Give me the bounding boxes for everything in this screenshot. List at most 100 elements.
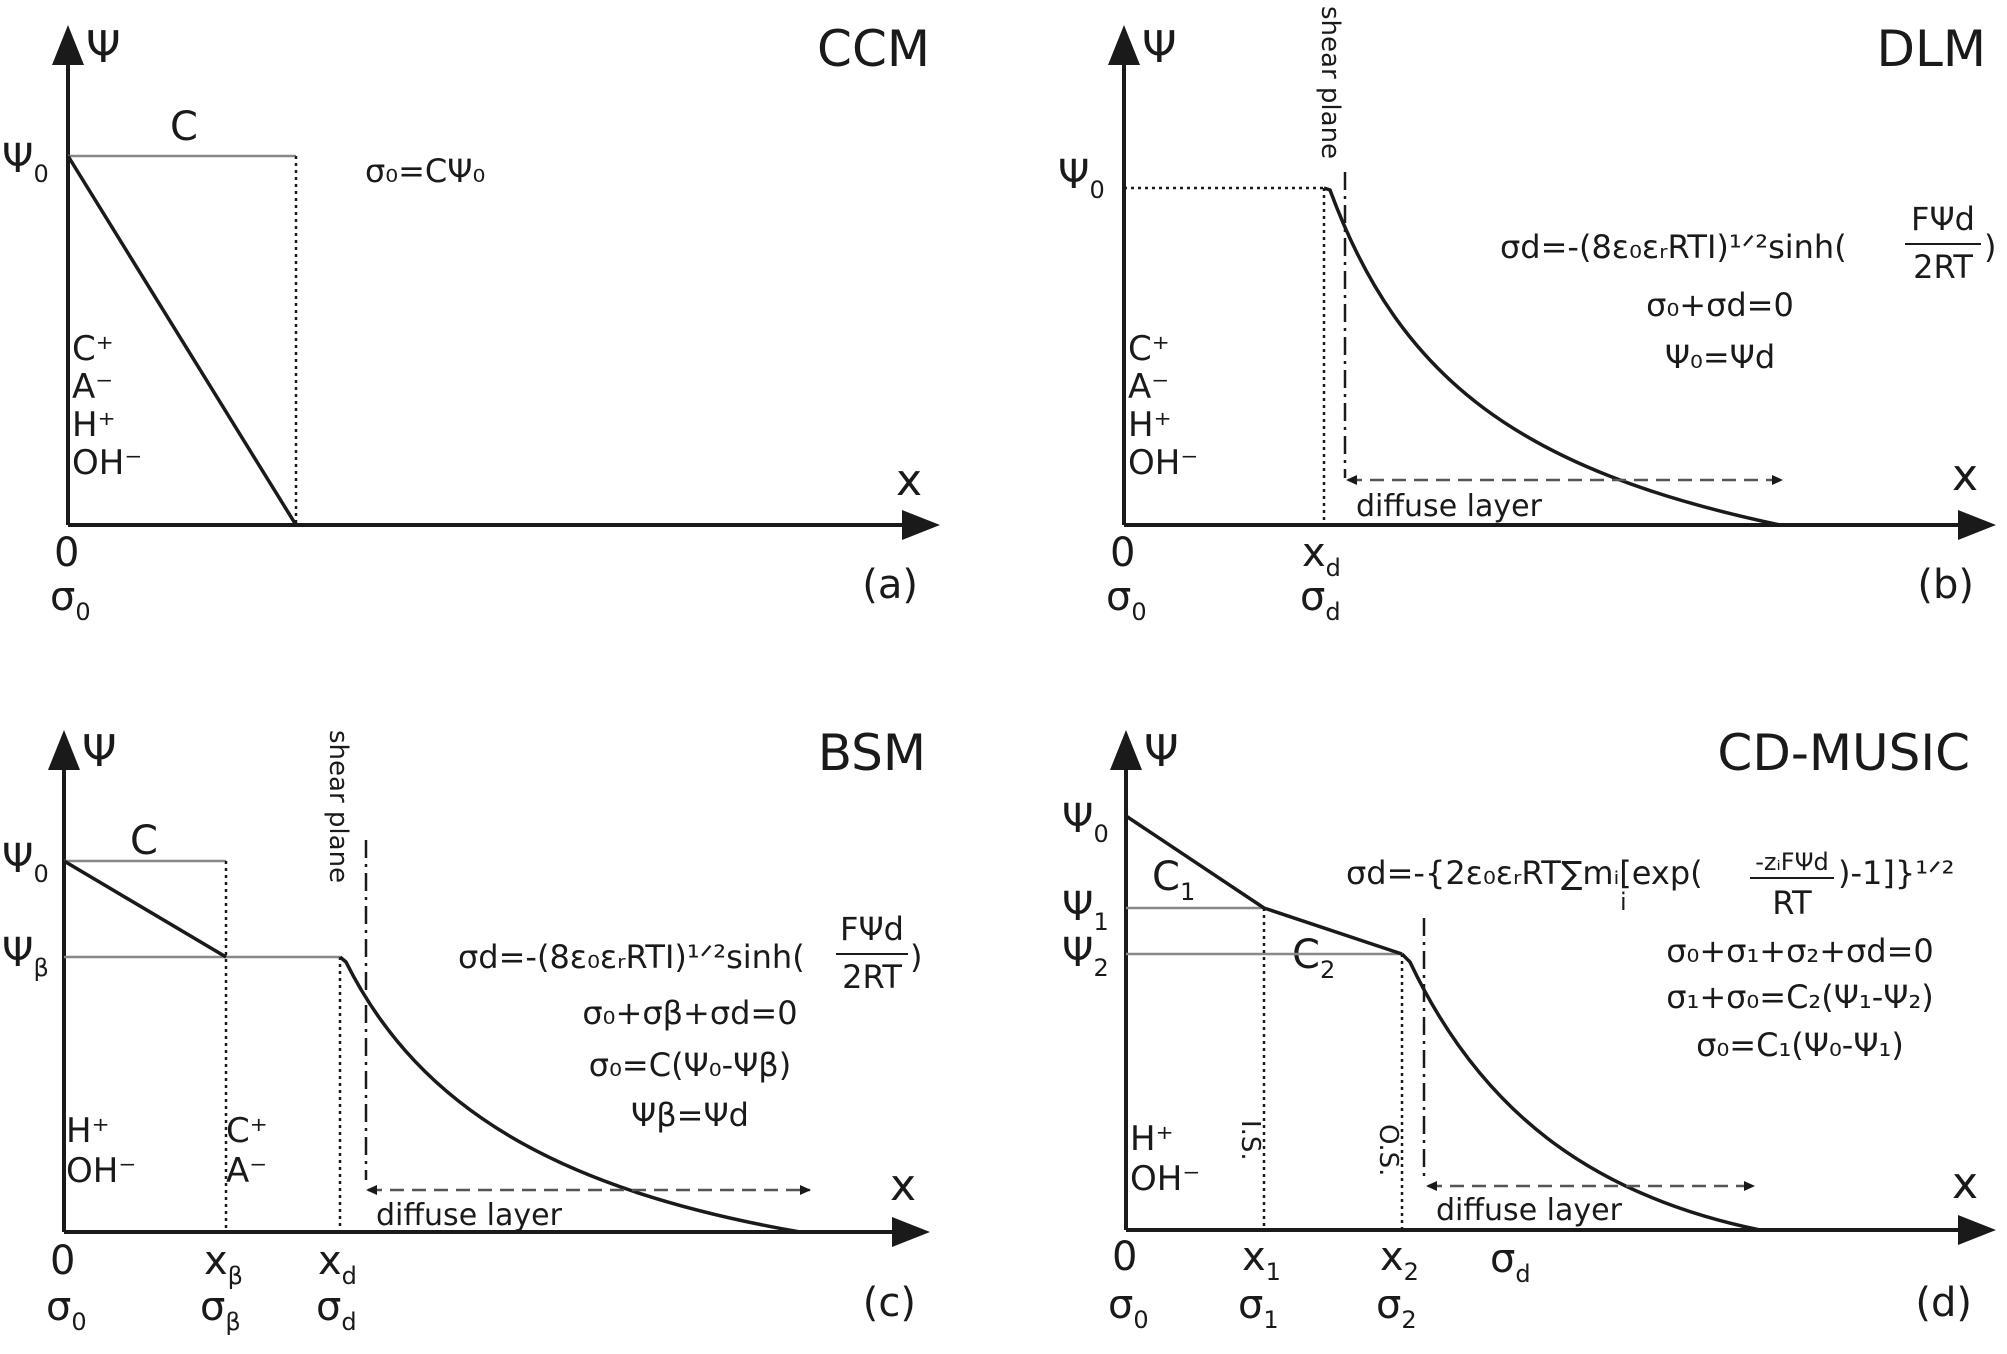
ion-list-inner: H⁺ OH⁻ <box>66 1111 136 1191</box>
equation-1-close: )-1]}¹ᐟ² <box>1838 854 1954 892</box>
sigma0-label: σ0 <box>50 574 91 626</box>
potential-profile-diffuse <box>1400 952 1761 1232</box>
sigma0-label: σ0 <box>1108 1282 1149 1334</box>
equation-1-denominator: 2RT <box>1913 248 1973 286</box>
panel-tag: (b) <box>1917 562 1974 608</box>
psi0-label: Ψ0 <box>2 136 49 188</box>
equation-3: σ₁+σ₀=C₂(Ψ₁-Ψ₂) <box>1666 978 1934 1016</box>
sigma0-label: σ0 <box>46 1284 87 1336</box>
potential-profile-inner <box>1125 814 1403 956</box>
equation-1-denominator: 2RT <box>842 958 902 996</box>
equation-2: σ₀+σβ+σd=0 <box>582 994 797 1032</box>
equation-1-numerator: FΨd <box>840 910 904 948</box>
sigma-d-label: σd <box>1490 1236 1531 1288</box>
ion-label: C⁺ <box>226 1111 268 1151</box>
potential-profile <box>66 155 298 526</box>
equation-2: σ₀+σ₁+σ₂+σd=0 <box>1666 932 1934 970</box>
panel-ccm: Ψ x CCM Ψ0 C σ₀=CΨ₀ C⁺ A⁻ H⁺ OH⁻ 0 σ0 (a… <box>2 20 940 626</box>
psi-axis-label: Ψ <box>1142 22 1177 73</box>
origin-label: 0 <box>1110 530 1135 576</box>
x-axis: x <box>68 455 940 540</box>
equation-1-lhs: σd=-(8ε₀εᵣRTI)¹ᐟ²sinh( <box>1500 228 1847 266</box>
psi-axis: Ψ <box>48 726 117 1232</box>
psi-axis: Ψ <box>1110 726 1179 1230</box>
sigma-beta-label: σβ <box>200 1284 241 1336</box>
potential-profile-diffuse <box>338 955 801 1234</box>
psi2-label: Ψ2 <box>1062 930 1109 982</box>
sigma2-label: σ2 <box>1376 1282 1417 1334</box>
panel-tag: (a) <box>862 562 918 608</box>
equation-1: σd=-(8ε₀εᵣRTI)¹ᐟ²sinh( FΨd 2RT ) <box>1500 200 1996 286</box>
sigma0-label: σ0 <box>1106 574 1147 626</box>
potential-profile-inner <box>63 859 227 959</box>
x1-label: x1 <box>1242 1234 1281 1286</box>
ion-label: H⁺ <box>1128 405 1172 445</box>
psi-axis: Ψ <box>52 22 121 525</box>
potential-profile <box>1323 186 1781 527</box>
x-axis: x <box>1124 450 1996 540</box>
ion-label: H⁺ <box>72 405 116 445</box>
panel-bsm: Ψ x BSM Ψ0 Ψβ C shear plane diffuse laye… <box>2 724 930 1336</box>
psi-axis-label: Ψ <box>82 726 117 777</box>
outer-sphere-label: O.S. <box>1373 1124 1403 1176</box>
panel-title: BSM <box>818 724 926 782</box>
ion-label: H⁺ <box>1130 1119 1174 1159</box>
diffuse-layer-label: diffuse layer <box>1356 489 1543 524</box>
sum-index: i <box>1620 888 1627 916</box>
equation-4: σ₀=C₁(Ψ₀-Ψ₁) <box>1696 1026 1904 1064</box>
ion-label: C⁺ <box>1128 329 1170 369</box>
equation-1-lhs: σd=-{2ε₀εᵣRT∑mᵢ[exp( <box>1346 854 1703 892</box>
equation-3: Ψ₀=Ψd <box>1665 338 1775 376</box>
ion-label: OH⁻ <box>66 1151 136 1191</box>
origin-label: 0 <box>54 530 79 576</box>
shear-plane-label: shear plane <box>1315 6 1345 159</box>
psi-axis-label: Ψ <box>86 22 121 73</box>
psi0-label: Ψ0 <box>1062 796 1109 848</box>
x-axis-label: x <box>890 1160 916 1211</box>
psi0-label: Ψ0 <box>1058 152 1105 204</box>
inner-sphere-label: I.S. <box>1235 1120 1265 1161</box>
diffuse-layer-label: diffuse layer <box>376 1198 563 1233</box>
shear-plane-label: shear plane <box>323 730 353 883</box>
psi0-label: Ψ0 <box>2 836 49 888</box>
psi-beta-label: Ψβ <box>2 930 49 982</box>
origin-label: 0 <box>1112 1234 1137 1280</box>
equation-2: σ₀+σd=0 <box>1646 286 1794 324</box>
xd-label: xd <box>1302 530 1341 582</box>
psi-axis: Ψ <box>1108 22 1177 525</box>
panel-tag: (c) <box>863 1280 916 1326</box>
capacitance-label: C <box>170 104 198 150</box>
equation-1-lhs: σd=-(8ε₀εᵣRTI)¹ᐟ²sinh( <box>458 938 805 976</box>
ion-label: A⁻ <box>226 1151 267 1191</box>
ion-label: A⁻ <box>72 367 113 407</box>
panel-dlm: Ψ x DLM Ψ0 shear plane diffuse layer σd=… <box>1058 6 1996 626</box>
equation-1: σd=-{2ε₀εᵣRT∑mᵢ[exp( i -zᵢFΨd RT )-1]}¹ᐟ… <box>1346 848 1954 922</box>
equation-1-close: ) <box>910 938 922 976</box>
sigma-d-label: σd <box>1300 574 1341 626</box>
panel-title: DLM <box>1877 20 1987 78</box>
origin-label: 0 <box>50 1238 75 1284</box>
ion-label: OH⁻ <box>1128 443 1198 483</box>
x-axis-label: x <box>1952 1158 1978 1209</box>
panel-tag: (d) <box>1915 1280 1972 1326</box>
ion-label: OH⁻ <box>72 443 142 483</box>
psi-axis-label: Ψ <box>1144 726 1179 777</box>
c1-label: C1 <box>1152 854 1195 906</box>
equation-1-denominator: RT <box>1772 884 1812 922</box>
equation-4: Ψβ=Ψd <box>631 1096 749 1134</box>
x-beta-label: xβ <box>204 1238 243 1290</box>
psi1-label: Ψ1 <box>1062 884 1109 936</box>
x-axis-label: x <box>1952 450 1978 501</box>
sigma-d-label: σd <box>316 1284 357 1336</box>
ion-label: H⁺ <box>66 1111 110 1151</box>
panel-title: CD-MUSIC <box>1717 724 1970 782</box>
diffuse-layer-label: diffuse layer <box>1436 1193 1623 1228</box>
panel-cd-music: Ψ x CD-MUSIC Ψ0 Ψ1 Ψ2 C1 C2 I.S. O.S. di… <box>1062 724 1996 1334</box>
panel-title: CCM <box>817 20 930 78</box>
equation-1-numerator: FΨd <box>1911 200 1975 238</box>
c2-label: C2 <box>1292 932 1335 984</box>
equation-1-close: ) <box>1984 228 1996 266</box>
capacitance-label: C <box>130 818 158 864</box>
